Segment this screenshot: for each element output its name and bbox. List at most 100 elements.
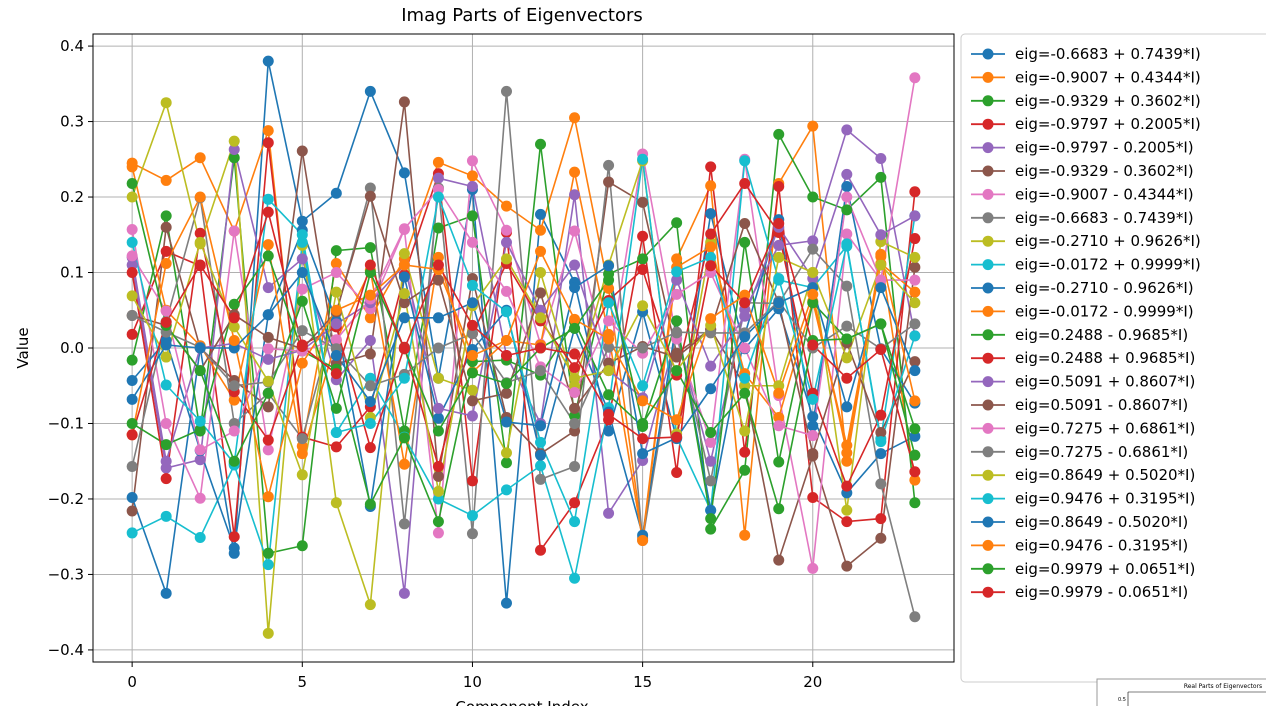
data-point	[194, 227, 206, 239]
data-point	[535, 473, 547, 485]
data-point	[671, 288, 683, 300]
data-point	[739, 342, 751, 354]
legend-swatch-marker	[982, 282, 994, 294]
data-point	[466, 510, 478, 522]
data-point	[228, 455, 240, 467]
data-point	[194, 342, 206, 354]
x-tick-label: 20	[803, 673, 822, 691]
data-point	[909, 466, 921, 478]
data-point	[194, 444, 206, 456]
data-point	[739, 177, 751, 189]
data-point	[841, 191, 853, 203]
data-point	[637, 534, 649, 546]
legend-swatch-marker	[982, 235, 994, 247]
data-point	[296, 283, 308, 295]
data-point	[466, 410, 478, 422]
legend-entry-label: eig=-0.9797 + 0.2005*I)	[1015, 115, 1201, 133]
data-point	[909, 497, 921, 509]
data-point	[739, 464, 751, 476]
data-point	[773, 128, 785, 140]
data-point	[262, 239, 274, 251]
data-point	[262, 55, 274, 67]
series-line	[131, 183, 916, 510]
data-point	[671, 266, 683, 278]
data-point	[569, 497, 581, 509]
data-point	[262, 559, 274, 571]
data-point	[262, 627, 274, 639]
data-point	[603, 297, 615, 309]
data-point	[773, 180, 785, 192]
data-point	[262, 309, 274, 321]
data-point	[807, 448, 819, 460]
data-point	[637, 342, 649, 354]
data-point	[535, 449, 547, 461]
data-point	[330, 286, 342, 298]
data-point	[160, 510, 172, 522]
data-point	[909, 72, 921, 84]
data-point	[466, 319, 478, 331]
data-point	[875, 427, 887, 439]
data-point	[466, 395, 478, 407]
data-point	[909, 395, 921, 407]
legend-entry-label: eig=-0.9329 - 0.3602*I)	[1015, 162, 1194, 180]
data-point	[637, 433, 649, 445]
data-point	[432, 470, 444, 482]
data-point	[909, 365, 921, 377]
data-point	[330, 334, 342, 346]
series-line	[131, 186, 916, 549]
legend-entry-label: eig=0.5091 + 0.8607*I)	[1015, 373, 1195, 391]
data-point	[671, 365, 683, 377]
data-point	[398, 297, 410, 309]
data-point	[773, 297, 785, 309]
data-point	[535, 436, 547, 448]
data-point	[432, 516, 444, 528]
x-tick-label: 5	[298, 673, 308, 691]
series-line	[131, 142, 916, 553]
x-axis-label: Component Index	[455, 698, 588, 706]
data-point	[228, 425, 240, 437]
legend-entry-label: eig=-0.6683 + 0.7439*I)	[1015, 45, 1201, 63]
data-point	[126, 393, 138, 405]
data-point	[262, 491, 274, 503]
data-point	[535, 342, 547, 354]
data-point	[637, 230, 649, 242]
data-point	[296, 215, 308, 227]
data-point	[909, 274, 921, 286]
legend-swatch-marker	[982, 469, 994, 481]
data-point	[398, 288, 410, 300]
legend-swatch-marker	[982, 305, 994, 317]
data-point	[194, 492, 206, 504]
data-point	[364, 417, 376, 429]
data-point	[603, 357, 615, 369]
data-point	[603, 507, 615, 519]
data-point	[398, 372, 410, 384]
data-point	[330, 402, 342, 414]
data-point	[364, 312, 376, 324]
data-point	[364, 85, 376, 97]
data-point	[432, 461, 444, 473]
data-point	[262, 250, 274, 262]
data-point	[909, 356, 921, 368]
legend-entry-label: eig=0.5091 - 0.8607*I)	[1015, 396, 1188, 414]
data-point	[160, 455, 172, 467]
data-point	[194, 191, 206, 203]
data-point	[807, 491, 819, 503]
y-tick-label: 0.4	[60, 37, 84, 55]
data-point	[875, 259, 887, 271]
data-point	[330, 350, 342, 362]
data-point	[432, 191, 444, 203]
x-tick-label: 0	[127, 673, 137, 691]
data-point	[535, 245, 547, 257]
data-point	[569, 348, 581, 360]
data-point	[739, 310, 751, 322]
data-point	[500, 334, 512, 346]
data-point	[909, 474, 921, 486]
data-point	[160, 473, 172, 485]
legend-swatch-marker	[982, 48, 994, 60]
data-point	[364, 267, 376, 279]
data-point	[603, 260, 615, 272]
legend-entry-label: eig=0.2488 - 0.9685*I)	[1015, 326, 1188, 344]
data-point	[330, 368, 342, 380]
data-point	[398, 167, 410, 179]
